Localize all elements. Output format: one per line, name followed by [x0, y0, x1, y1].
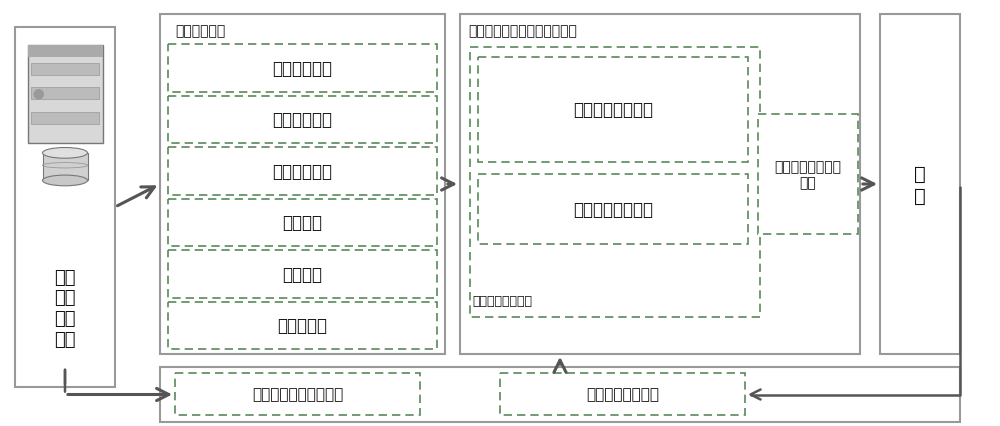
Bar: [168, 148, 437, 195]
Bar: [28, 46, 103, 144]
Text: 气泡运动特征: 气泡运动特征: [273, 60, 333, 78]
Bar: [15, 28, 115, 387]
Text: 膜阻力串联: 膜阻力串联: [278, 317, 328, 334]
Text: 沉铁
生产
流程
数据: 沉铁 生产 流程 数据: [54, 268, 76, 348]
Text: 气液界面反应模型: 气液界面反应模型: [472, 295, 532, 308]
Bar: [168, 302, 437, 349]
Text: 气膜控制传质模型: 气膜控制传质模型: [573, 101, 653, 119]
Bar: [168, 250, 437, 298]
Text: 气、液、固三相界面反应模型: 气、液、固三相界面反应模型: [468, 24, 577, 38]
Bar: [758, 115, 858, 234]
Bar: [880, 15, 960, 354]
Bar: [168, 45, 437, 92]
Text: 分
析: 分 析: [914, 164, 926, 205]
Ellipse shape: [43, 148, 88, 159]
Bar: [160, 15, 445, 354]
Ellipse shape: [43, 176, 88, 186]
Text: 气、液、固介尺度现象: 气、液、固介尺度现象: [252, 386, 343, 402]
Bar: [31, 63, 99, 75]
Bar: [470, 48, 760, 317]
Text: 影响反应因素: 影响反应因素: [175, 24, 225, 38]
Bar: [500, 373, 745, 415]
Bar: [478, 175, 748, 245]
Bar: [168, 96, 437, 144]
Bar: [31, 113, 99, 124]
Bar: [28, 46, 103, 58]
Text: 沉铁实际生产过程: 沉铁实际生产过程: [586, 386, 659, 402]
Bar: [168, 199, 437, 246]
Text: 颗粒半径大小: 颗粒半径大小: [273, 162, 333, 180]
Text: 液膜控制传质模型: 液膜控制传质模型: [573, 201, 653, 219]
Bar: [43, 153, 88, 181]
Bar: [160, 367, 960, 422]
Bar: [460, 15, 860, 354]
Bar: [478, 58, 748, 163]
Circle shape: [34, 91, 43, 100]
Text: 气、液膜厚度: 气、液膜厚度: [273, 111, 333, 129]
Text: 传质理论: 传质理论: [283, 265, 323, 283]
Bar: [31, 88, 99, 100]
Text: 固液界面反应速率
模型: 固液界面反应速率 模型: [774, 159, 842, 190]
Bar: [175, 373, 420, 415]
Text: 扩散系数: 扩散系数: [283, 214, 323, 232]
